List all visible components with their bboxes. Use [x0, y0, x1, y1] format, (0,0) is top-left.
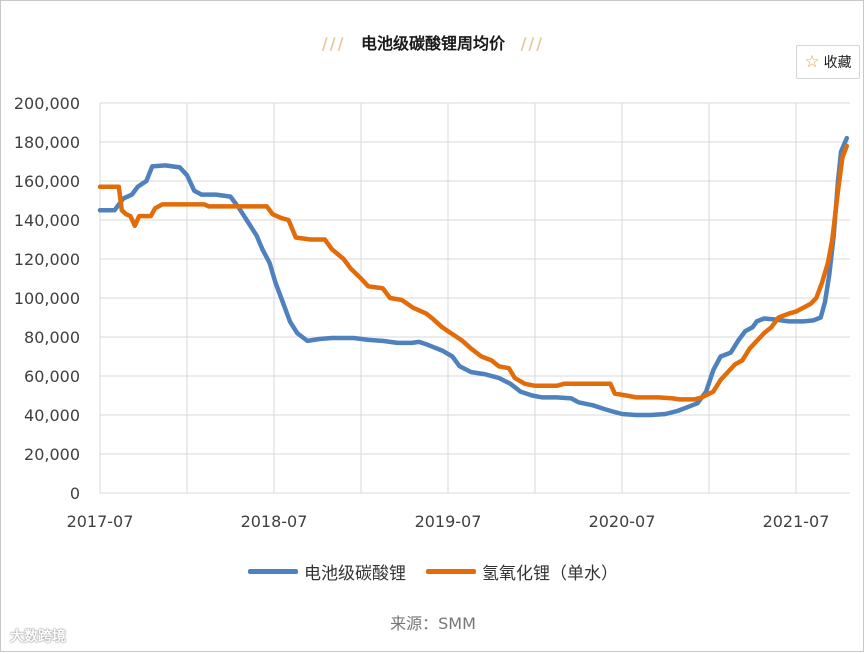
y-tick-label: 140,000 [14, 211, 80, 230]
y-axis-tick-labels: 0 20,000 40,000 60,000 80,000 100,000 120,000 1… [14, 94, 80, 503]
watermark: 大数跨境 [10, 629, 66, 645]
favorite-button[interactable]: ☆ 收藏 [796, 45, 860, 79]
chart-title-row: /// 电池级碳酸锂周均价 /// [0, 30, 866, 54]
y-tick-label: 20,000 [24, 445, 80, 464]
x-tick-label: 2019-07 [415, 512, 482, 531]
source-note: 来源：SMM [390, 614, 476, 633]
y-tick-label: 180,000 [14, 133, 80, 152]
x-tick-label: 2017-07 [67, 512, 134, 531]
y-tick-label: 160,000 [14, 172, 80, 191]
legend-item-hydroxide: 氢氧化锂（单水） [426, 559, 618, 584]
grid-lines [99, 102, 850, 494]
legend-swatch-blue [248, 569, 298, 574]
x-tick-label: 2020-07 [589, 512, 656, 531]
y-tick-label: 0 [70, 484, 80, 503]
title-decoration-left: /// [321, 34, 346, 53]
star-icon: ☆ [804, 52, 820, 72]
series-line-carbonate [97, 135, 850, 418]
series-line-hydroxide [97, 143, 850, 402]
chart-title: 电池级碳酸锂周均价 [360, 34, 505, 53]
x-axis-tick-labels: 2017-07 2018-07 2019-07 2020-07 2021-07 [67, 512, 830, 531]
series-lines [97, 135, 850, 418]
legend-label-carbonate: 电池级碳酸锂 [304, 564, 406, 584]
x-tick-label: 2018-07 [241, 512, 308, 531]
title-decoration-right: /// [520, 34, 545, 53]
y-tick-label: 40,000 [24, 406, 80, 425]
y-tick-label: 80,000 [24, 328, 80, 347]
favorite-label: 收藏 [823, 55, 852, 71]
y-tick-label: 200,000 [14, 94, 80, 113]
x-tick-label: 2021-07 [763, 512, 830, 531]
legend-swatch-orange [426, 569, 476, 574]
chart-legend: 电池级碳酸锂 氢氧化锂（单水） [0, 559, 866, 584]
y-tick-label: 100,000 [14, 289, 80, 308]
legend-item-carbonate: 电池级碳酸锂 [248, 559, 406, 584]
y-tick-label: 60,000 [24, 367, 80, 386]
y-tick-label: 120,000 [14, 250, 80, 269]
legend-label-hydroxide: 氢氧化锂（单水） [482, 564, 618, 584]
